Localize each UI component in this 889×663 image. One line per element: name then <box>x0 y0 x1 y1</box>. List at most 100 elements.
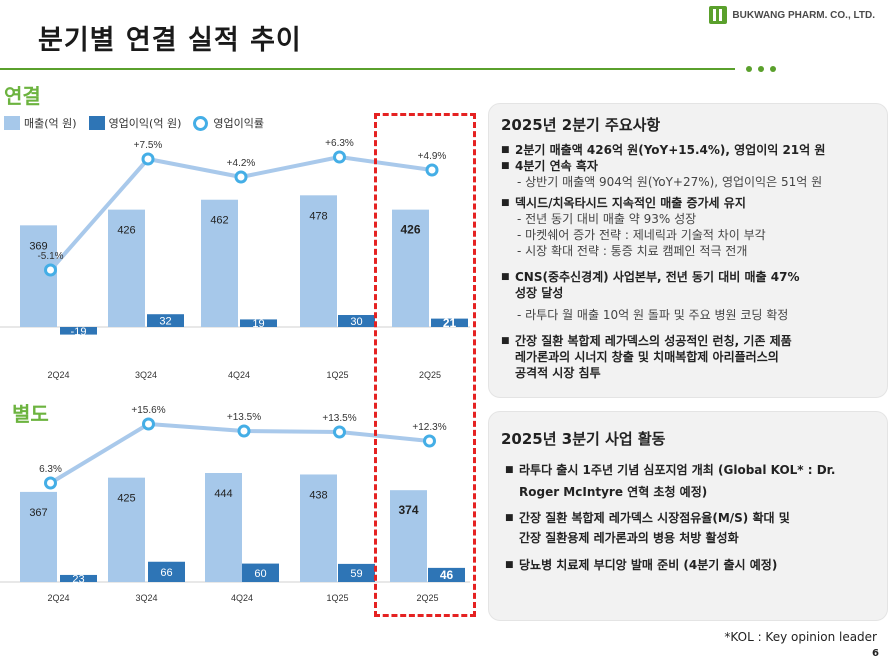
q2-bullet-3-line-1: CNS(중추신경계) 사업본부, 전년 동기 대비 매출 47% <box>501 269 883 285</box>
bar-label-op-income-2q24: 23 <box>72 573 84 585</box>
q2-bullet-3: CNS(중추신경계) 사업본부, 전년 동기 대비 매출 47% 성장 달성 -… <box>501 269 883 323</box>
tick-label-2q24: 2Q24 <box>47 593 69 603</box>
bar-label-op-income-1q25: 59 <box>350 568 362 580</box>
bar-label-revenue-2q24: 367 <box>29 507 47 519</box>
legend-marker-margin <box>193 115 209 131</box>
highlight-box-2q25 <box>374 113 476 617</box>
margin-label-3q24: +7.5% <box>134 140 163 151</box>
q2-bullet-2-sub-2: - 마켓쉐어 증가 전략 : 제네릭과 기술적 차이 부각 <box>517 228 766 242</box>
bar-op-income-2q25 <box>431 318 468 327</box>
bar-revenue-1q25 <box>300 195 337 327</box>
tick-label-4q24: 4Q24 <box>231 593 253 603</box>
bar-revenue-4q24 <box>205 472 242 582</box>
bukwang-logo-icon <box>709 6 728 24</box>
panel-q3-title: 2025년 3분기 사업 활동 <box>501 430 666 448</box>
bar-label-op-income-3q24: 66 <box>160 567 172 579</box>
bar-op-income-2q24 <box>60 574 97 582</box>
q3-bullet-1-line-2: Roger McIntyre 연혁 초청 예정) <box>519 485 708 499</box>
bar-op-income-1q25 <box>338 563 375 582</box>
legend-swatch-revenue <box>4 116 20 130</box>
bar-label-revenue-1q25: 478 <box>309 210 327 222</box>
footnote: *KOL : Key opinion leader <box>724 630 877 644</box>
tick-label-2q25: 2Q25 <box>416 593 438 603</box>
tick-label-3q24: 3Q24 <box>135 593 157 603</box>
bar-label-op-income-3q24: 32 <box>159 316 171 328</box>
section-label-separate: 별도 <box>12 402 49 426</box>
bar-label-revenue-3q24: 425 <box>117 493 135 505</box>
page-title: 분기별 연결 실적 추이 <box>38 25 302 56</box>
legend-label-margin: 영업이익률 <box>213 117 264 130</box>
legend-item-op-income: 영업이익(억 원) <box>88 115 182 131</box>
bar-op-income-4q24 <box>242 563 279 582</box>
q2-bullet-4-line-1: 간장 질환 복합제 레가덱스의 성공적인 런칭, 기존 제품 <box>501 333 883 349</box>
q2-bullet-2-sub-1: - 전년 동기 대비 매출 약 93% 성장 <box>517 212 697 226</box>
q3-bullet-3-line-1: 당뇨병 치료제 부디앙 발매 준비 (4분기 출시 예정) <box>505 555 883 575</box>
bar-revenue-3q24 <box>108 209 145 327</box>
tick-label-3q24: 3Q24 <box>135 370 157 380</box>
margin-point-2q24 <box>44 476 57 490</box>
q2-bullet-1: 2분기 매출액 426억 원(YoY+15.4%), 영업이익 21억 원 4분… <box>501 142 883 190</box>
margin-point-4q24 <box>237 424 251 438</box>
bar-op-income-1q25 <box>338 315 375 327</box>
margin-label-2q25: +12.3% <box>412 422 446 433</box>
bar-op-income-3q24 <box>148 561 185 582</box>
margin-label-2q24: -5.1% <box>37 251 63 262</box>
legend-item-margin: 영업이익률 <box>193 115 264 131</box>
section-label-consolidated: 연결 <box>4 84 41 108</box>
q3-bullet-2-line-1: 간장 질환 복합제 레가덱스 시장점유율(M/S) 확대 및 <box>505 508 883 528</box>
q2-bullet-1-line-2: 4분기 연속 흑자 <box>501 158 883 174</box>
bar-label-revenue-4q24: 462 <box>210 215 228 227</box>
decor-dot <box>770 66 776 72</box>
bar-label-op-income-4q24: 60 <box>254 568 266 580</box>
tick-label-1q25: 1Q25 <box>326 593 348 603</box>
chart-legend: 매출(억 원) 영업이익(억 원) 영업이익률 <box>4 115 276 131</box>
bar-revenue-2q25 <box>390 490 427 582</box>
bar-label-op-income-2q25: 21 <box>443 316 457 330</box>
margin-point-2q25 <box>423 434 436 448</box>
q2-bullet-2-sub-3: - 시장 확대 전략 : 통증 치료 캠페인 적극 전개 <box>517 244 748 258</box>
page-number: 6 <box>872 648 879 659</box>
company-name: BUKWANG PHARM. CO., LTD. <box>732 9 875 21</box>
bar-label-revenue-4q24: 444 <box>214 488 232 500</box>
margin-label-1q25: +6.3% <box>325 138 354 149</box>
q2-bullet-1-sub: - 상반기 매출액 904억 원(YoY+27%), 영업이익은 51억 원 <box>517 175 823 189</box>
bar-label-revenue-1q25: 438 <box>309 489 327 501</box>
q3-bullet-2-line-2: 간장 질환용제 레가론과의 병용 처방 활성화 <box>519 531 739 545</box>
tick-label-1q25: 1Q25 <box>326 370 348 380</box>
q3-bullet-1-line-1: 라투다 출시 1주년 기념 심포지엄 개최 (Global KOL* : Dr. <box>505 459 883 481</box>
bar-revenue-4q24 <box>201 199 238 327</box>
bar-revenue-1q25 <box>300 474 337 582</box>
q2-bullet-3-sub: - 라투다 월 매출 10억 원 돌파 및 주요 병원 코딩 확정 <box>517 308 789 322</box>
bar-op-income-3q24 <box>147 314 184 327</box>
legend-label-op-income: 영업이익(억 원) <box>108 117 182 130</box>
q2-bullet-4: 간장 질환 복합제 레가덱스의 성공적인 런칭, 기존 제품 레가론과의 시너지… <box>501 333 883 381</box>
decor-dot <box>758 66 764 72</box>
bar-label-revenue-2q24: 369 <box>29 240 47 252</box>
panel-q2-highlights: 2025년 2분기 주요사항 2분기 매출액 426억 원(YoY+15.4%)… <box>488 103 888 398</box>
panel-q3-activities: 2025년 3분기 사업 활동 라투다 출시 1주년 기념 심포지엄 개최 (G… <box>488 411 888 621</box>
legend-label-revenue: 매출(억 원) <box>24 117 77 130</box>
margin-point-3q24 <box>142 417 155 431</box>
company-logo: BUKWANG PHARM. CO., LTD. <box>709 6 875 24</box>
bar-op-income-4q24 <box>240 319 277 327</box>
q2-bullet-4-line-2: 레가론과의 시너지 창출 및 치매복합제 아리플러스의 <box>515 350 779 364</box>
bar-revenue-2q24 <box>20 491 57 582</box>
margin-point-2q24 <box>44 263 57 277</box>
legend-item-revenue: 매출(억 원) <box>4 115 77 131</box>
margin-point-1q25 <box>333 150 346 164</box>
bar-label-op-income-1q25: 30 <box>350 316 362 328</box>
q3-bullet-1: 라투다 출시 1주년 기념 심포지엄 개최 (Global KOL* : Dr.… <box>505 459 883 503</box>
q2-bullet-2: 덱시드/치옥타시드 지속적인 매출 증가세 유지 - 전년 동기 대비 매출 약… <box>501 195 883 259</box>
margin-point-4q24 <box>234 170 248 184</box>
margin-label-1q25: +13.5% <box>322 413 356 424</box>
tick-label-4q24: 4Q24 <box>228 370 250 380</box>
bar-op-income-2q25 <box>428 567 465 582</box>
bar-label-op-income-2q25: 46 <box>440 568 454 582</box>
tick-label-2q24: 2Q24 <box>47 370 69 380</box>
q3-bullet-2: 간장 질환 복합제 레가덱스 시장점유율(M/S) 확대 및 간장 질환용제 레… <box>505 508 883 548</box>
margin-label-2q25: +4.9% <box>418 151 447 162</box>
q2-bullet-4-line-3: 공격적 시장 침투 <box>515 366 601 380</box>
bar-label-revenue-3q24: 426 <box>117 225 135 237</box>
bar-op-income-2q24 <box>60 327 97 335</box>
margin-point-1q25 <box>333 425 346 439</box>
